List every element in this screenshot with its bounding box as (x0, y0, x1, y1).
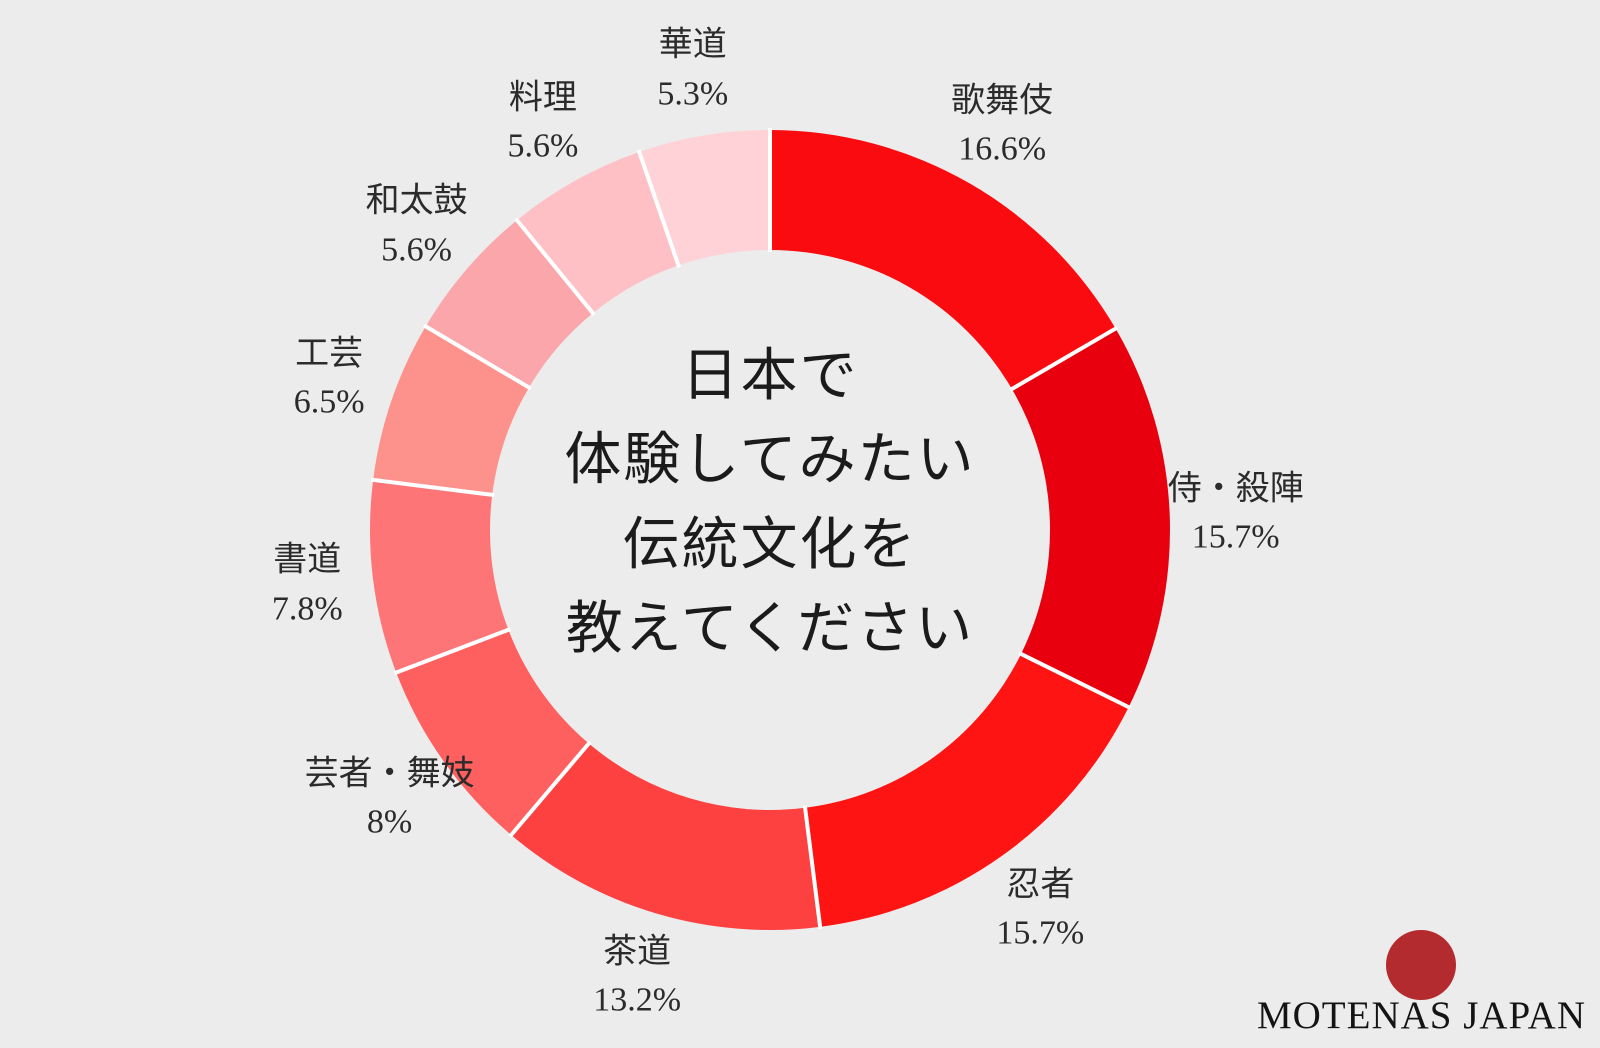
segment-label-1: 歌舞伎 16.6% (951, 78, 1053, 175)
segment-percent: 16.6% (958, 130, 1047, 168)
segment-name: 料理 (508, 79, 577, 117)
segment-separator (1009, 325, 1119, 392)
segment-label-7: 工芸 6.5% (294, 331, 365, 428)
segment-name: 芸者・舞妓 (304, 755, 475, 793)
segment-percent: 5.6% (381, 231, 452, 269)
segment-separator (508, 740, 592, 838)
segment-percent: 5.3% (657, 75, 729, 113)
donut-segment-4 (511, 743, 821, 930)
segment-separator (393, 627, 511, 676)
segment-percent: 13.2% (593, 981, 682, 1019)
donut-segment-1 (770, 130, 1116, 389)
segment-name: 書道 (273, 542, 342, 580)
donut-segment-3 (805, 653, 1129, 927)
donut-segment-6 (369, 479, 509, 673)
center-title-line: 体験してみたい (564, 428, 976, 492)
segment-percent: 6.5% (293, 384, 365, 422)
segment-name: 茶道 (603, 933, 672, 971)
segment-label-6: 書道 7.8% (272, 537, 343, 634)
segment-name: 侍・殺陣 (1167, 470, 1304, 508)
segment-separator (514, 217, 596, 316)
donut-segment-5 (396, 629, 589, 835)
segment-separator (802, 805, 823, 930)
segment-name: 工芸 (295, 335, 364, 373)
segment-separator (370, 477, 495, 498)
segment-separator (1018, 651, 1132, 710)
segment-label-9: 料理 5.6% (508, 75, 579, 172)
segment-separator (636, 149, 682, 268)
donut-segment-2 (1011, 328, 1170, 708)
center-title-line: 伝統文化を (622, 513, 918, 576)
segment-label-2: 侍・殺陣 15.7% (1168, 466, 1304, 563)
brand-logo: MOTENAS JAPAN (1206, 930, 1586, 1040)
donut-segment-9 (516, 151, 679, 314)
segment-percent: 7.8% (271, 590, 343, 628)
segment-name: 歌舞伎 (951, 82, 1054, 120)
segment-label-10: 華道 5.3% (657, 22, 728, 119)
segment-name: 和太鼓 (365, 182, 468, 220)
donut-segment-10 (639, 130, 770, 266)
donut-segment-7 (373, 326, 529, 495)
segment-label-4: 茶道 13.2% (593, 928, 681, 1025)
segment-label-5: 芸者・舞妓 8% (305, 751, 475, 848)
segment-percent: 8% (366, 804, 413, 842)
segment-name: 華道 (658, 27, 727, 65)
segment-separator (422, 323, 532, 391)
brand-logo-text: MOTENAS JAPAN (1256, 994, 1586, 1037)
segment-label-3: 忍者 15.7% (996, 861, 1084, 958)
center-title-line: 日本で (681, 344, 859, 408)
segment-percent: 15.7% (1191, 518, 1280, 556)
chart-center-title: 日本で体験してみたい 伝統文化を教えてください (450, 334, 1090, 671)
segment-label-8: 和太鼓 5.6% (366, 178, 468, 275)
rising-sun-circle-icon (1386, 930, 1456, 1000)
segment-percent: 5.6% (507, 128, 579, 166)
center-title-line: 教えてください (565, 597, 975, 661)
segment-name: 忍者 (1006, 866, 1075, 904)
segment-percent: 15.7% (996, 914, 1085, 952)
